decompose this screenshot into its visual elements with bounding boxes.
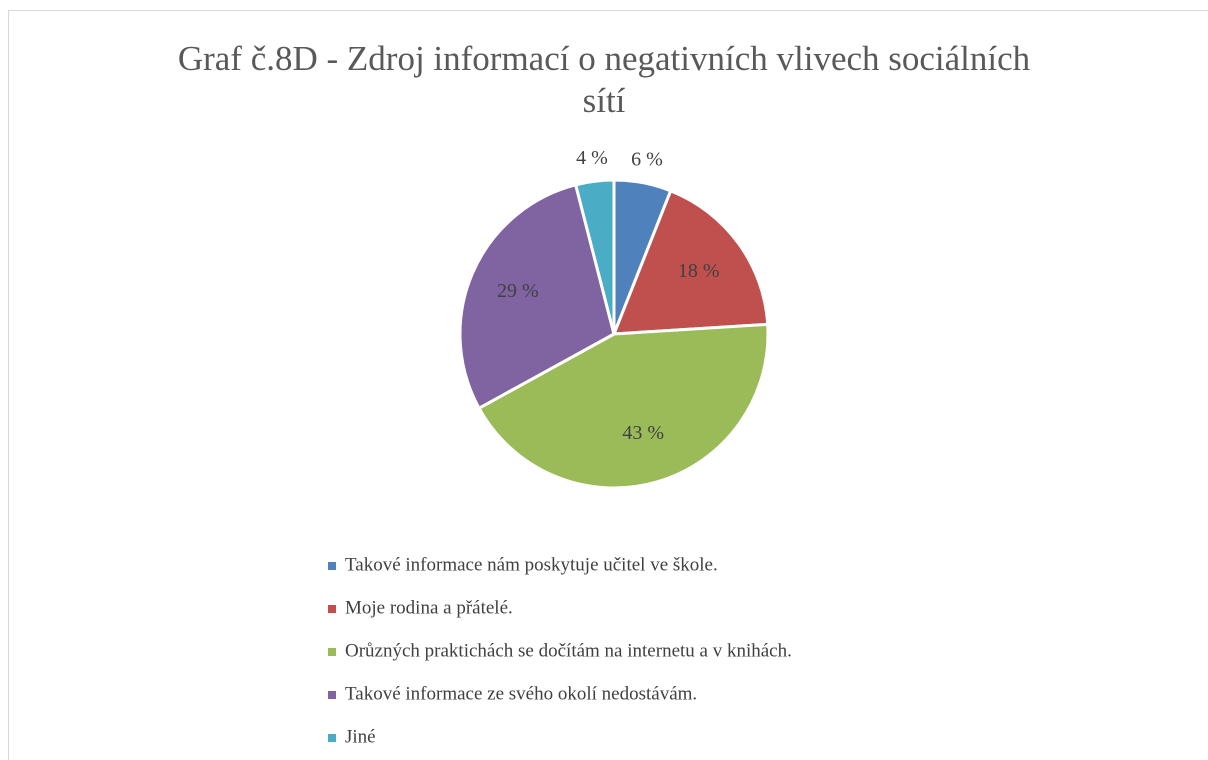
legend-label: Takové informace ze svého okolí nedostáv… xyxy=(345,683,697,704)
legend-label: Moje rodina a přátelé. xyxy=(345,597,513,618)
legend-marker xyxy=(328,562,336,570)
chart-border xyxy=(8,10,1208,760)
chart-title: Graf č.8D - Zdroj informací o negativníc… xyxy=(177,39,1031,120)
legend-marker xyxy=(328,734,336,742)
pie-slice xyxy=(611,188,770,336)
data-label: 29 % xyxy=(497,280,539,302)
legend-marker xyxy=(328,605,336,613)
pie-slice xyxy=(477,322,770,490)
pie-slice xyxy=(458,183,616,411)
data-label: 43 % xyxy=(622,422,664,444)
data-label: 6 % xyxy=(631,149,663,171)
data-label: 4 % xyxy=(576,147,608,169)
legend-marker xyxy=(328,648,336,656)
legend-marker xyxy=(328,691,336,699)
pie-slice xyxy=(573,178,616,335)
data-label: 18 % xyxy=(678,260,720,282)
legend-label: Orůzných praktichách se dočítám na inter… xyxy=(345,640,792,661)
legend-label: Takové informace nám poskytuje učitel ve… xyxy=(345,554,718,575)
legend-label: Jiné xyxy=(345,726,376,747)
